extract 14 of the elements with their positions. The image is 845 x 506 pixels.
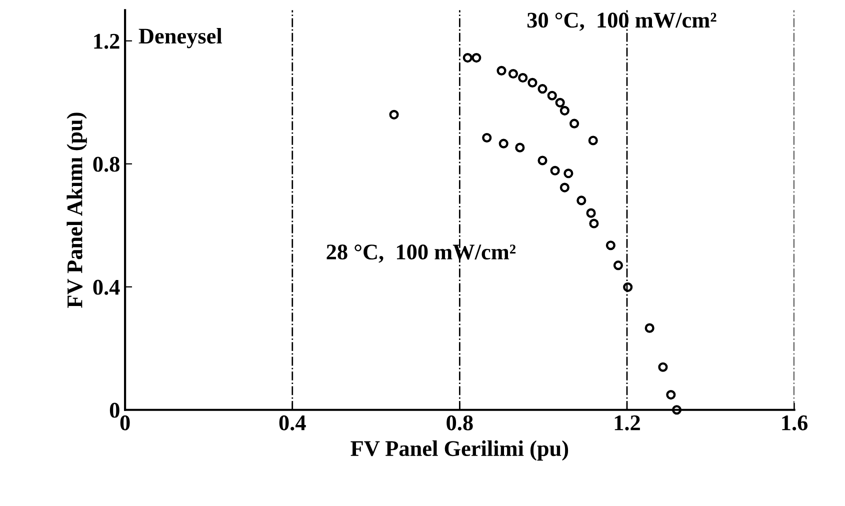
annotation: 30 °C, 100 mW/cm² [527,12,716,31]
x-tick-label: 0.4 [279,415,306,430]
x-tick-label: 1.6 [782,415,808,430]
x-tick-label: 0.8 [446,415,473,430]
annotation: 28 °C, 100 mW/cm² [326,244,516,263]
x-axis-title: FV Panel Gerilimi (pu) [350,440,568,461]
x-tick-label: 0 [120,415,130,430]
y-tick-label: 1.2 [94,34,120,49]
y-tick-label: 0.4 [93,280,120,295]
annotation: Deneysel [138,28,222,48]
x-tick-label: 1.2 [614,415,640,430]
y-axis-title: FV Panel Akımı (pu) [66,112,87,308]
y-tick-label: 0.8 [93,156,120,172]
y-tick-label: 0 [110,402,120,418]
